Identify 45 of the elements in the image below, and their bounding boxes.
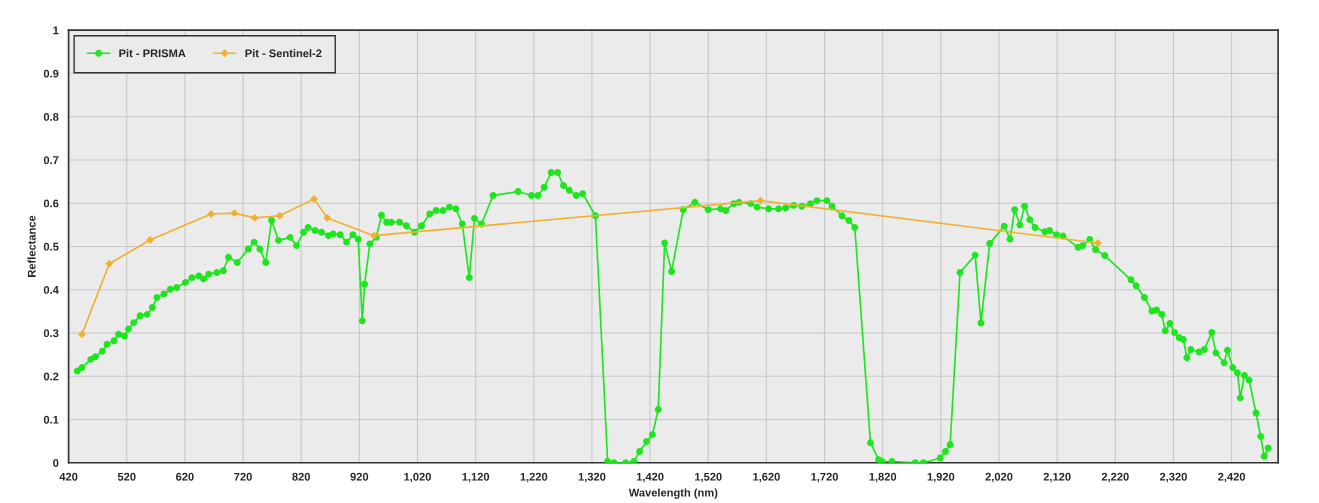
y-tick-label: 0.5 [43,242,59,251]
x-tick-label: 1,720 [811,472,838,483]
y-tick-label: 0.6 [43,199,59,208]
point [230,209,239,218]
legend-label: Pit - PRISMA [119,49,186,58]
x-axis-title: Wavelength (nm) [628,488,718,499]
x-tick-label: 520 [117,472,136,481]
point [78,330,86,339]
point [323,213,332,222]
x-tick-label: 1,920 [927,472,955,483]
y-tick-label: 0.2 [43,372,59,381]
point [1093,239,1102,247]
x-tick-label: 1,420 [636,472,664,483]
y-tick-label: 0.3 [43,329,59,338]
point [250,213,259,222]
x-tick-label: 1,820 [869,472,897,483]
point [756,196,765,205]
x-tick-label: 1,120 [462,472,490,483]
x-tick-label: 2,120 [1043,472,1071,483]
x-tick-label: 820 [292,472,310,481]
y-tick-label: 0.4 [43,286,59,294]
y-tick-label: 0.1 [43,415,59,424]
y-tick-label: 1 [53,26,59,35]
x-tick-label: 420 [59,472,78,481]
y-axis-title: Reflectance [27,215,36,277]
x-tick-label: 620 [176,472,194,481]
y-tick-label: 0.7 [43,156,59,165]
point [275,211,284,220]
x-tick-label: 1,620 [753,472,780,483]
x-tick-label: 2,420 [1218,472,1246,483]
x-tick-label: 2,220 [1101,472,1129,483]
x-tick-label: 2,320 [1159,472,1187,483]
y-tick-label: 0 [53,459,59,467]
legend-label: Pit - Sentinel-2 [245,49,322,58]
x-tick-label: 2,020 [985,472,1013,483]
point [310,194,318,203]
x-tick-label: 920 [350,472,369,481]
y-tick-label: 0.9 [43,69,59,78]
x-tick-label: 720 [234,472,252,481]
x-tick-label: 1,520 [695,472,722,483]
x-tick-label: 1,220 [520,472,548,483]
x-tick-label: 1,020 [404,472,431,483]
y-tick-label: 0.8 [43,112,59,121]
point [105,259,114,268]
x-tick-label: 1,320 [578,472,606,483]
